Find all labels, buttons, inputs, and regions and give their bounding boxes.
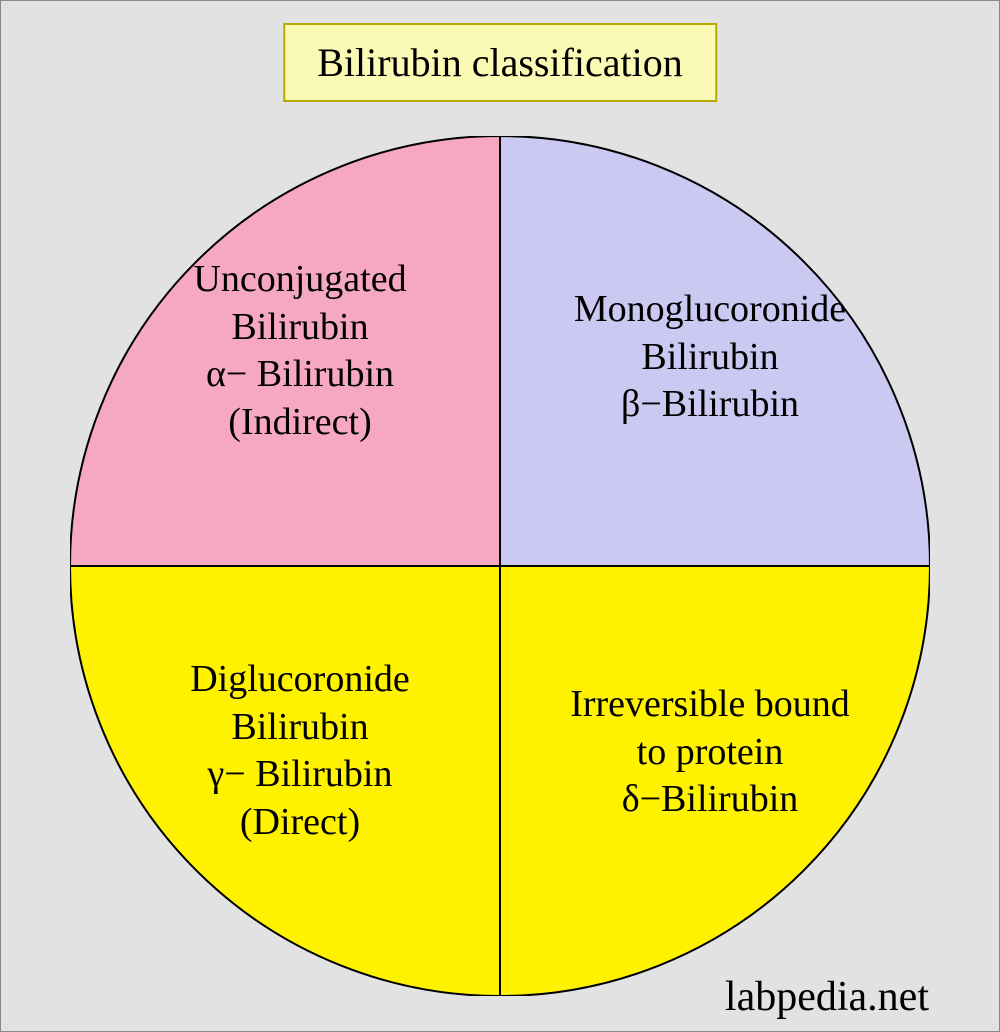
br-line-0: Irreversible bound	[520, 681, 900, 729]
bl-line-2: γ− Bilirubin	[110, 751, 490, 799]
tl-line-1: Bilirubin	[110, 304, 490, 352]
tl-line-2: α− Bilirubin	[110, 351, 490, 399]
br-line-2: δ−Bilirubin	[520, 776, 900, 824]
tl-line-3: (Indirect)	[110, 399, 490, 447]
bl-line-0: Diglucoronide	[110, 656, 490, 704]
tl-line-0: Unconjugated	[110, 256, 490, 304]
label-top-left: Unconjugated Bilirubin α− Bilirubin (Ind…	[110, 256, 490, 446]
classification-circle: Unconjugated Bilirubin α− Bilirubin (Ind…	[70, 136, 930, 996]
bl-line-1: Bilirubin	[110, 704, 490, 752]
tr-line-0: Monoglucoronide	[520, 286, 900, 334]
br-line-1: to protein	[520, 729, 900, 777]
tr-line-2: β−Bilirubin	[520, 381, 900, 429]
bl-line-3: (Direct)	[110, 799, 490, 847]
tr-line-1: Bilirubin	[520, 334, 900, 382]
title-text: Bilirubin classification	[317, 40, 683, 85]
label-bottom-left: Diglucoronide Bilirubin γ− Bilirubin (Di…	[110, 656, 490, 846]
watermark: labpedia.net	[725, 973, 929, 1021]
title-box: Bilirubin classification	[283, 23, 717, 102]
label-bottom-right: Irreversible bound to protein δ−Bilirubi…	[520, 681, 900, 824]
label-top-right: Monoglucoronide Bilirubin β−Bilirubin	[520, 286, 900, 429]
